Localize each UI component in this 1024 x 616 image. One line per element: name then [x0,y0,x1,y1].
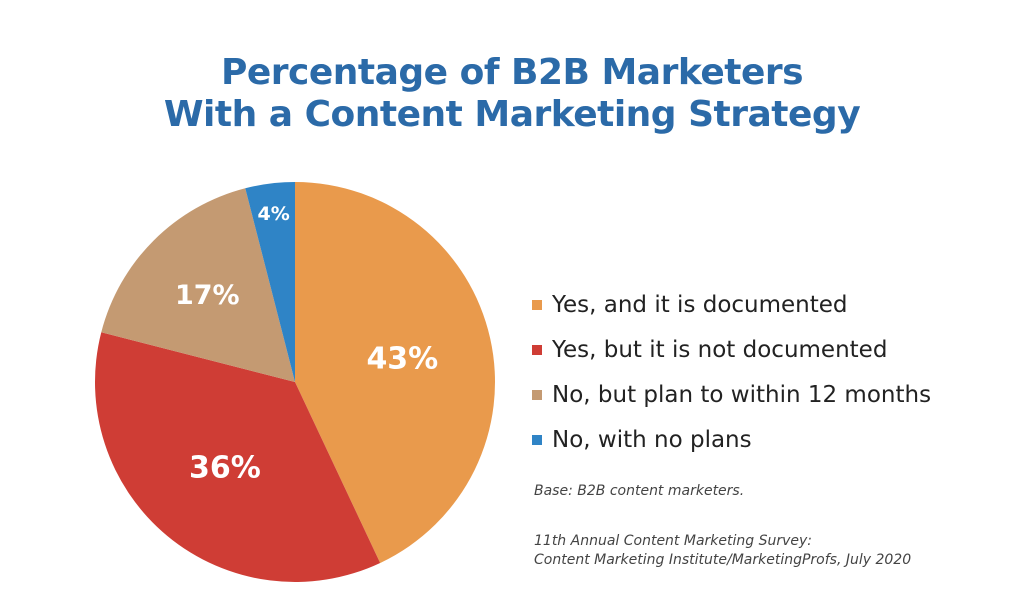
legend-item: No, but plan to within 12 months [532,372,931,417]
pie-slice [94,332,381,582]
legend-item: Yes, but it is not documented [532,327,931,372]
legend-swatch [532,434,542,445]
legend-label: No, but plan to within 12 months [552,381,932,408]
pie-slice-label: 17% [175,280,240,311]
source-note: 11th Annual Content Marketing Survey: Co… [534,532,911,570]
legend-item: No, with no plans [532,417,931,462]
legend-label: Yes, and it is documented [552,291,848,318]
legend-swatch [532,344,542,355]
legend-swatch [532,299,542,310]
source-line-1: 11th Annual Content Marketing Survey: [534,533,813,549]
legend-swatch [532,389,542,400]
source-line-2: Content Marketing Institute/MarketingPro… [534,552,912,568]
chart-title-line-2: With a Content Marketing Strategy [163,94,861,135]
legend: Yes, and it is documented Yes, but it is… [532,282,931,462]
pie-slice [101,188,295,382]
pie-slice [245,182,295,382]
legend-label: No, with no plans [552,426,752,453]
chart-title: Percentage of B2B Marketers With a Conte… [0,52,1024,136]
pie-slice-label: 43% [366,342,438,377]
legend-label: Yes, but it is not documented [552,336,888,363]
chart-title-line-1: Percentage of B2B Marketers [220,52,804,93]
pie-slice-label: 36% [189,450,261,485]
base-note: Base: B2B content marketers. [534,483,745,499]
pie-slice-label: 4% [258,203,290,225]
pie-slice [295,182,495,563]
legend-item: Yes, and it is documented [532,282,931,327]
